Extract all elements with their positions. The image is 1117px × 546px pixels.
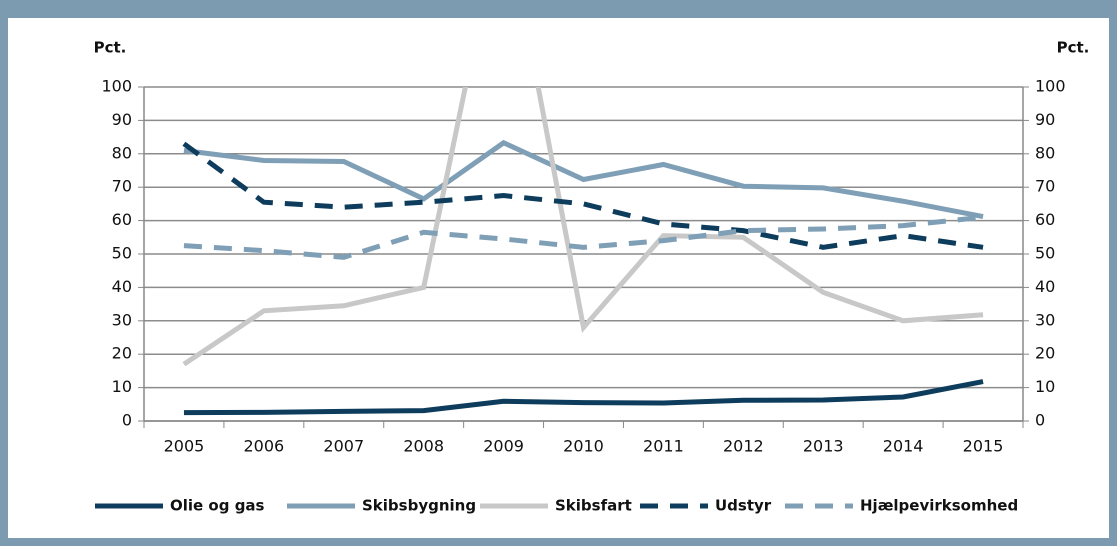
y2-tick-label: 60 (1035, 210, 1055, 229)
x-tick-label: 2012 (723, 437, 764, 456)
y2-axis-label: Pct. (1057, 39, 1090, 57)
y2-tick-label: 50 (1035, 244, 1055, 263)
legend-label: Hjælpevirksomhed (860, 497, 1018, 515)
y-tick-label: 20 (112, 344, 132, 363)
y-tick-label: 50 (112, 244, 132, 263)
y-tick-label: 80 (112, 143, 132, 162)
legend-label: Olie og gas (170, 497, 265, 515)
legend-label: Skibsbygning (362, 497, 476, 515)
line (182, 87, 984, 367)
x-tick-label: 2010 (563, 437, 604, 456)
x-tick-label: 2014 (883, 437, 924, 456)
y2-tick-label: 40 (1035, 277, 1055, 296)
x-tick-label: 2011 (643, 437, 684, 456)
x-tick-label: 2009 (483, 437, 524, 456)
y-axis-label: Pct. (94, 39, 127, 57)
y2-tick-label: 10 (1035, 377, 1055, 396)
line (183, 139, 984, 220)
x-tick-label: 2015 (963, 437, 1004, 456)
y2-tick-label: 30 (1035, 310, 1055, 329)
y-tick-label: 0 (122, 411, 132, 430)
x-tick-label: 2006 (244, 437, 285, 456)
y-tick-label: 90 (112, 110, 132, 129)
x-tick-label: 2007 (323, 437, 364, 456)
y2-tick-label: 80 (1035, 143, 1055, 162)
y-tick-label: 70 (112, 177, 132, 196)
y-tick-label: 100 (101, 77, 132, 96)
line (183, 379, 984, 416)
y-tick-label: 60 (112, 210, 132, 229)
x-tick-label: 2008 (403, 437, 444, 456)
legend-label: Udstyr (715, 497, 772, 515)
y2-tick-label: 70 (1035, 177, 1055, 196)
x-tick-label: 2013 (803, 437, 844, 456)
y2-tick-label: 100 (1035, 77, 1066, 96)
y-tick-label: 30 (112, 310, 132, 329)
line (183, 214, 984, 260)
x-tick-label: 2005 (164, 437, 205, 456)
panel (8, 18, 1109, 538)
legend-label: Skibsfart (555, 497, 632, 515)
y-tick-label: 10 (112, 377, 132, 396)
y-tick-label: 40 (112, 277, 132, 296)
legend: Olie og gas Skibsbygning Skibsfart Udstyr Hj… (95, 497, 1018, 515)
y2-tick-label: 0 (1035, 411, 1045, 430)
y2-tick-label: 90 (1035, 110, 1055, 129)
y2-tick-label: 20 (1035, 344, 1055, 363)
line (182, 141, 984, 250)
